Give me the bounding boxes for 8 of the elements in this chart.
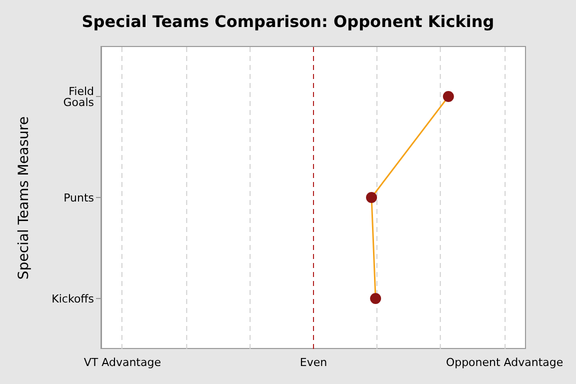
y-tick-label: Punts — [64, 191, 94, 204]
y-tick-label: Field Goals — [63, 84, 94, 109]
text: Opponent Advantage — [446, 356, 564, 369]
text: VT Advantage — [84, 356, 161, 369]
chart-title: Special Teams Comparison: Opponent Kicking — [80, 12, 496, 31]
y-axis-title: Special Teams Measure — [16, 116, 32, 280]
y-tick-label: Kickoffs — [52, 292, 94, 306]
text: Even — [300, 356, 328, 369]
